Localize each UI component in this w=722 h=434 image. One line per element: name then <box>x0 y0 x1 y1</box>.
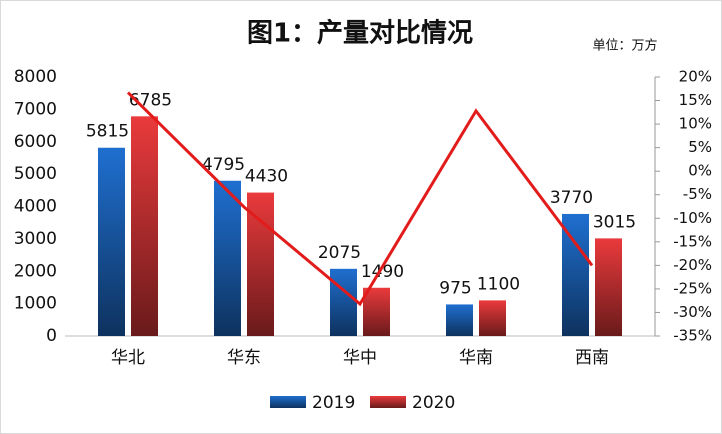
y-tick-label: 5000 <box>14 164 57 184</box>
y-tick-label: 2000 <box>14 261 57 281</box>
data-label: 975 <box>439 278 471 298</box>
x-tick-label: 华北 <box>111 348 145 368</box>
bar <box>363 287 390 336</box>
growth-line <box>126 91 594 307</box>
x-tick-label: 华中 <box>343 348 377 368</box>
x-tick-label: 西南 <box>575 348 609 368</box>
y-tick-label: 8000 <box>14 67 57 87</box>
legend-label: 2019 <box>312 393 355 413</box>
unit-label: 单位：万方 <box>592 38 657 54</box>
y2-tick-label: -20% <box>673 256 712 274</box>
y-tick-label: 0 <box>46 326 57 346</box>
data-label: 4795 <box>202 155 245 175</box>
data-label: 4430 <box>245 167 288 187</box>
y-tick-label: 7000 <box>14 99 57 119</box>
bar <box>247 192 274 336</box>
y2-tick-label: -30% <box>673 303 712 321</box>
data-label: 5815 <box>86 122 129 142</box>
bar <box>595 238 622 336</box>
bar <box>479 300 506 336</box>
data-label: 2075 <box>318 243 361 263</box>
y-tick-label: 4000 <box>14 197 57 217</box>
legend-label: 2020 <box>412 393 455 413</box>
y2-tick-label: -15% <box>673 232 712 250</box>
legend-swatch <box>270 396 306 408</box>
y-tick-label: 6000 <box>14 132 57 152</box>
x-tick-label: 华南 <box>459 348 493 368</box>
y2-tick-label: 15% <box>679 91 712 109</box>
x-tick-label: 华东 <box>227 348 261 368</box>
y2-tick-label: -35% <box>673 327 712 345</box>
data-label: 3770 <box>550 188 593 208</box>
chart-title: 图1：产量对比情况 <box>247 19 473 49</box>
bar <box>562 213 589 336</box>
data-label: 1100 <box>477 274 520 294</box>
y2-tick-label: 20% <box>679 68 712 86</box>
y2-tick-label: -5% <box>683 185 712 203</box>
data-label: 1490 <box>361 262 404 282</box>
y2-tick-label: 5% <box>688 138 712 156</box>
y2-tick-label: 0% <box>688 162 712 180</box>
bar <box>131 116 158 336</box>
bar <box>330 268 357 336</box>
y-tick-label: 3000 <box>14 229 57 249</box>
y2-tick-label: -25% <box>673 279 712 297</box>
y-tick-label: 1000 <box>14 294 57 314</box>
data-label: 3015 <box>593 212 636 232</box>
bar <box>214 180 241 336</box>
bar <box>98 147 125 336</box>
legend-swatch <box>370 396 406 408</box>
y2-tick-label: 10% <box>679 115 712 133</box>
bar <box>446 304 473 336</box>
y2-tick-label: -10% <box>673 209 712 227</box>
